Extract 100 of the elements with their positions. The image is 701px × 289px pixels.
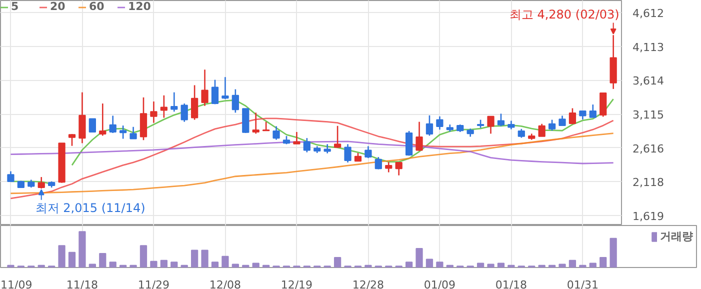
bar: [160, 260, 168, 268]
candlestick: [130, 126, 137, 140]
bar: [600, 256, 607, 268]
candlestick: [201, 68, 208, 107]
bar: [242, 264, 250, 268]
candlestick: [68, 133, 76, 147]
bar: [487, 264, 494, 268]
candlestick: [405, 130, 413, 156]
bar: [180, 264, 188, 268]
bar: [548, 264, 556, 268]
bar: [610, 238, 617, 268]
candlestick: [538, 123, 546, 138]
bar: [538, 264, 546, 268]
annotation: 최고 4,280 (02/03): [509, 8, 620, 22]
bar: [120, 264, 127, 268]
legend-label: 20: [50, 0, 66, 13]
bar: [170, 262, 178, 268]
candlestick: [568, 108, 576, 125]
candlestick: [293, 131, 300, 144]
bar: [252, 262, 260, 268]
candlestick: [487, 116, 494, 134]
candlestick: [170, 92, 178, 112]
bar: [558, 264, 566, 268]
candlestick: [150, 100, 158, 124]
bar: [426, 258, 434, 268]
candlestick: [303, 137, 310, 153]
candlestick: [7, 170, 14, 182]
candlestick: [364, 146, 372, 159]
bar: [364, 264, 372, 268]
line-series: [10, 132, 614, 196]
candlestick: [324, 144, 331, 154]
bar: [109, 262, 116, 268]
legend-label: 5: [11, 0, 20, 13]
candlestick: [600, 92, 607, 118]
candlestick: [416, 121, 423, 152]
candlestick: [426, 114, 434, 136]
candlestick: [436, 116, 444, 130]
candlestick: [558, 115, 566, 126]
y-tick-label: 2,118: [632, 176, 664, 190]
bar: [201, 250, 208, 268]
bar: [579, 264, 586, 268]
y-tick-label: 3,614: [632, 74, 664, 88]
bar: [78, 231, 86, 268]
candlestick: [88, 118, 96, 132]
legend-label: 거래량: [660, 229, 693, 244]
y-tick-label: 3,115: [632, 108, 664, 122]
candlestick: [374, 156, 382, 170]
candlestick: [160, 94, 168, 118]
bar: [416, 248, 423, 268]
candlestick: [385, 161, 392, 173]
candlestick: [272, 126, 280, 140]
bar: [334, 256, 342, 268]
bar: [232, 264, 239, 268]
bar: [130, 264, 137, 268]
candlestick: [242, 108, 250, 134]
bar: [211, 262, 219, 268]
bar: [476, 262, 484, 268]
candlestick: [548, 119, 556, 132]
line-series: [10, 118, 614, 200]
bar: [191, 250, 198, 268]
legend-label: 120: [128, 0, 151, 13]
candlestick: [334, 125, 342, 149]
candlestick: [497, 113, 505, 127]
candlestick: [99, 102, 106, 136]
bar: [88, 264, 96, 268]
bar: [68, 252, 76, 268]
legend-label: 60: [89, 0, 106, 13]
candlestick: [395, 162, 402, 176]
bar: [58, 245, 66, 268]
bar: [405, 262, 413, 268]
candlestick: [222, 76, 229, 100]
bar: [589, 262, 596, 268]
y-tick-label: 1,619: [632, 210, 664, 223]
bar: [38, 264, 45, 268]
y-tick-label: 4,612: [632, 7, 664, 20]
bar: [222, 256, 229, 268]
candlestick: [78, 92, 86, 144]
candlestick: [211, 79, 219, 105]
bar: [436, 262, 444, 268]
candlestick: [344, 144, 352, 164]
candlestick: [109, 115, 116, 134]
bar: [508, 264, 515, 268]
bar: [568, 260, 576, 268]
y-tick-label: 4,113: [632, 40, 664, 54]
candlestick: [38, 176, 45, 190]
candlestick: [589, 104, 596, 118]
bar: [262, 264, 270, 268]
bar: [140, 245, 148, 268]
bar: [497, 262, 505, 268]
candlestick: [120, 124, 127, 140]
candlestick: [180, 102, 188, 122]
candlestick: [252, 112, 260, 134]
y-tick-label: 2,616: [632, 142, 664, 156]
candlestick: [140, 96, 148, 141]
annotation: 최저 2,015 (11/14): [35, 200, 146, 215]
bar: [446, 264, 454, 268]
candlestick: [232, 88, 239, 114]
bar: [150, 260, 158, 268]
bar: [7, 264, 14, 268]
bar: [99, 253, 106, 268]
